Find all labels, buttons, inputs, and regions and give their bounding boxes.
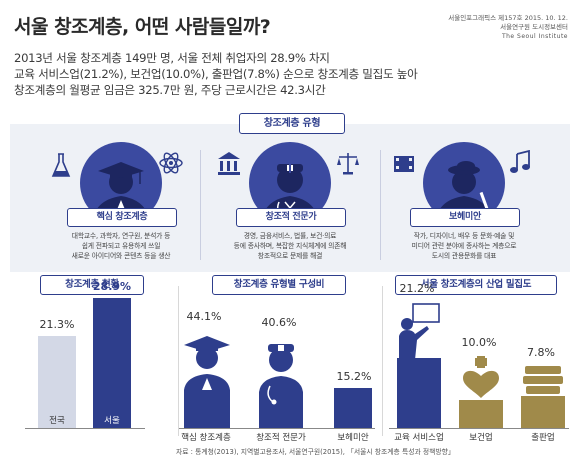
x-tick-label: 보건업 (469, 433, 493, 443)
bar-value-label: 40.6% (261, 316, 297, 329)
publication-info: 서울인포그래픽스 제157호 2015. 10. 12. 서울연구원 도시정보센… (448, 14, 568, 41)
x-tick-label: 보헤미안 (337, 433, 369, 443)
bar-value-label: 7.8% (527, 346, 555, 359)
types-divider (200, 150, 201, 260)
bar-bohemian (334, 388, 372, 428)
bar-value-label: 15.2% (336, 370, 372, 383)
x-tick-label: 핵심 창조계층 (181, 433, 231, 443)
axis-baseline (25, 428, 145, 429)
type-description: 작가, 디자이너, 배우 등 문화·예술 및 미디어 관련 분야에 종사하는 계… (411, 232, 517, 260)
type-description: 대학교수, 과학자, 연구원, 분석가 등 쉽게 전파되고 유용하게 쓰일 새로… (71, 232, 171, 260)
pub-issue: 서울인포그래픽스 제157호 2015. 10. 12. (448, 14, 568, 22)
pub-org: 서울연구원 도시정보센터 (500, 23, 568, 31)
x-tick-label: 교육 서비스업 (394, 433, 444, 443)
type-core-creative: 핵심 창조계층 대학교수, 과학자, 연구원, 분석가 등 쉽게 전파되고 유용… (46, 142, 196, 266)
atom-icon (159, 152, 183, 174)
bar-value-label: 21.3% (39, 318, 75, 331)
summary: 2013년 서울 창조계층 149만 명, 서울 전체 취업자의 28.9% 차… (14, 50, 418, 98)
books-icon (521, 366, 565, 428)
axis-baseline (389, 428, 569, 429)
bar-seoul (93, 298, 131, 428)
chart-title: 창조계층 현황 (40, 275, 144, 295)
types-section-title: 창조계층 유형 (239, 113, 345, 134)
type-description: 경영, 금융서비스, 법률, 보건·의료 등에 종사하며, 복잡한 지식체계에 … (233, 232, 347, 260)
axis-baseline (179, 428, 375, 429)
page-title: 서울 창조계층, 어떤 사람들일까? (14, 16, 271, 38)
chart-industry-panel: 서울 창조계층의 산업 밀집도 21.2% 10.0% 7.8% 교육 서비스업… (382, 275, 573, 443)
doctor-icon (259, 344, 303, 428)
bar-value-label: 21.2% (399, 282, 435, 295)
type-name: 보헤미안 (410, 208, 520, 227)
x-tick-label: 출판업 (531, 433, 555, 443)
lab-flask-icon (51, 153, 71, 177)
type-name: 핵심 창조계층 (67, 208, 177, 227)
scholar-icon (184, 336, 230, 428)
chart-status-panel: 창조계층 현황 21.3% 28.9% 전국 서울 (10, 275, 180, 436)
chart-composition-panel: 창조계층 유형별 구성비 44.1% 40.6% 15.2% 핵심 창조계층 창… (178, 275, 377, 443)
bank-icon (218, 152, 240, 175)
chart-title: 서울 창조계층의 산업 밀집도 (395, 275, 557, 295)
type-creative-professional: 창조적 전문가 경영, 금융서비스, 법률, 보건·의료 등에 종사하며, 복잡… (215, 142, 365, 266)
scales-icon (337, 153, 359, 175)
music-note-icon (510, 150, 530, 173)
summary-line-2: 교육 서비스업(21.2%), 보건업(10.0%), 출판업(7.8%) 순으… (14, 67, 418, 81)
health-icon (459, 356, 503, 428)
source-note: 자료 : 통계청(2013), 지역별고용조사, 서울연구원(2015), 「서… (176, 448, 455, 456)
bar-value-label: 28.9% (92, 280, 132, 293)
summary-line-3: 창조계층의 월평균 임금은 325.7만 원, 주당 근로시간은 42.3시간 (14, 83, 326, 97)
chart-title: 창조계층 유형별 구성비 (212, 275, 346, 295)
x-tick-label: 창조적 전문가 (256, 433, 306, 443)
x-tick-label: 전국 (49, 416, 65, 426)
bar-value-label: 10.0% (461, 336, 497, 349)
summary-line-1: 2013년 서울 창조계층 149만 명, 서울 전체 취업자의 28.9% 차… (14, 51, 330, 65)
type-name: 창조적 전문가 (236, 208, 346, 227)
bar-value-label: 44.1% (186, 310, 222, 323)
type-bohemian: 보헤미안 작가, 디자이너, 배우 등 문화·예술 및 미디어 관련 분야에 종… (389, 142, 539, 266)
x-tick-label: 서울 (104, 416, 120, 426)
bar-nationwide (38, 336, 76, 428)
teacher-icon (397, 303, 441, 428)
types-divider (380, 150, 381, 260)
pub-org-en: The Seoul Institute (501, 33, 568, 40)
film-icon (394, 156, 414, 172)
